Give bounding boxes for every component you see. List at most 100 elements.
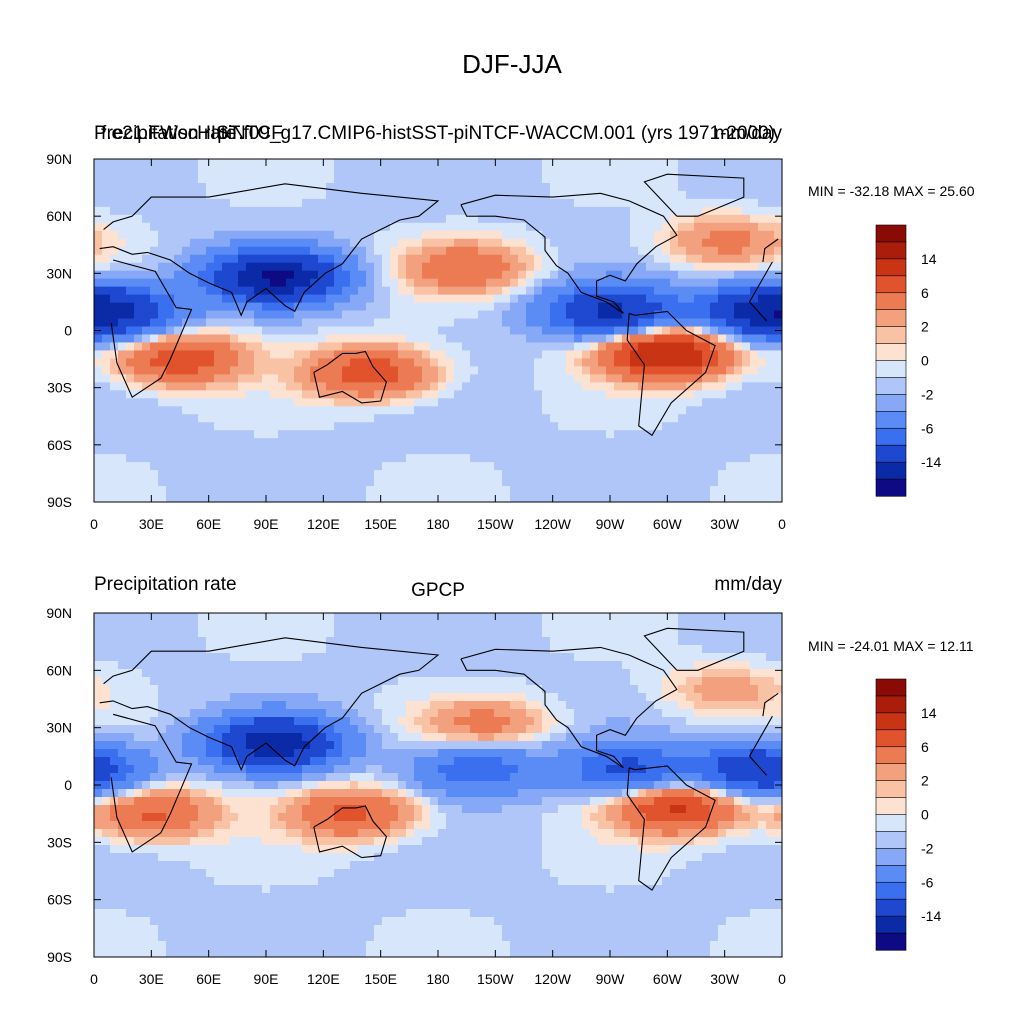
field-cell [654, 246, 663, 256]
field-cell [222, 206, 231, 216]
field-cell [598, 677, 607, 686]
field-cell [574, 326, 583, 335]
field-cell [774, 214, 783, 224]
field-cell [630, 326, 639, 335]
field-cell [286, 358, 295, 367]
field-cell [446, 613, 455, 622]
field-cell [158, 159, 167, 168]
field-cell [246, 334, 255, 343]
field-cell [422, 438, 431, 447]
field-cell [350, 613, 359, 622]
field-cell [750, 494, 759, 503]
field-cell [670, 318, 679, 327]
field-cell [742, 214, 751, 224]
field-cell [222, 166, 231, 176]
field-cell [414, 326, 423, 335]
field-cell [470, 494, 479, 503]
field-cell [534, 342, 543, 351]
field-cell [230, 174, 239, 184]
field-cell [614, 334, 623, 343]
field-cell [286, 294, 295, 303]
field-cell [214, 390, 223, 399]
field-cell [710, 494, 719, 503]
field-cell [350, 438, 359, 447]
field-cell [758, 334, 767, 343]
field-cell [766, 406, 775, 415]
field-cell [342, 190, 351, 200]
field-cell [158, 182, 167, 192]
field-cell [542, 390, 551, 399]
field-cell [238, 366, 247, 375]
field-cell [398, 486, 407, 495]
field-cell [350, 230, 359, 240]
field-cell [382, 254, 391, 264]
field-cell [302, 406, 311, 415]
field-cell [406, 230, 415, 240]
field-cell [694, 334, 703, 343]
field-cell [294, 709, 303, 718]
field-cell [422, 701, 431, 710]
field-cell [350, 270, 359, 280]
field-cell [126, 238, 135, 248]
x-tick-label: 0 [90, 516, 98, 532]
field-cell [550, 286, 559, 296]
field-cell [598, 422, 607, 431]
field-cell [662, 438, 671, 447]
field-cell [166, 390, 175, 399]
field-cell [118, 693, 127, 702]
field-cell [662, 366, 671, 375]
field-cell [110, 262, 119, 272]
field-cell [558, 478, 567, 487]
field-cell [118, 206, 127, 216]
field-cell [542, 174, 551, 184]
field-cell [382, 621, 391, 630]
field-cell [142, 398, 151, 407]
field-cell [422, 334, 431, 343]
field-cell [542, 358, 551, 367]
field-cell [582, 382, 591, 391]
field-cell [222, 709, 231, 718]
field-cell [750, 470, 759, 479]
field-cell [350, 342, 359, 351]
field-cell [254, 190, 263, 200]
field-cell [518, 230, 527, 240]
field-cell [654, 645, 663, 654]
field-cell [382, 438, 391, 447]
field-cell [278, 653, 287, 662]
field-cell [454, 629, 463, 638]
field-cell [174, 701, 183, 710]
colorbar-label: 2 [921, 319, 929, 335]
field-cell [270, 398, 279, 407]
field-cell [638, 390, 647, 399]
field-cell [742, 159, 751, 168]
field-cell [238, 238, 247, 248]
field-cell [446, 382, 455, 391]
field-cell [550, 470, 559, 479]
field-cell [302, 350, 311, 359]
field-cell [542, 222, 551, 232]
field-cell [166, 358, 175, 367]
field-cell [494, 685, 503, 694]
field-cell [358, 438, 367, 447]
field-cell [94, 366, 103, 375]
field-cell [590, 669, 599, 678]
field-cell [422, 374, 431, 383]
field-cell [518, 214, 527, 224]
field-cell [742, 414, 751, 423]
field-cell [302, 645, 311, 654]
field-cell [390, 717, 399, 726]
field-cell [630, 613, 639, 622]
field-cell [270, 486, 279, 495]
field-cell [558, 462, 567, 471]
field-cell [190, 238, 199, 248]
field-cell [518, 669, 527, 678]
field-cell [302, 621, 311, 630]
field-cell [638, 206, 647, 216]
field-cell [494, 206, 503, 216]
field-cell [470, 230, 479, 240]
field-cell [206, 422, 215, 431]
field-cell [142, 159, 151, 168]
field-cell [118, 446, 127, 455]
field-cell [638, 230, 647, 240]
field-cell [478, 238, 487, 248]
